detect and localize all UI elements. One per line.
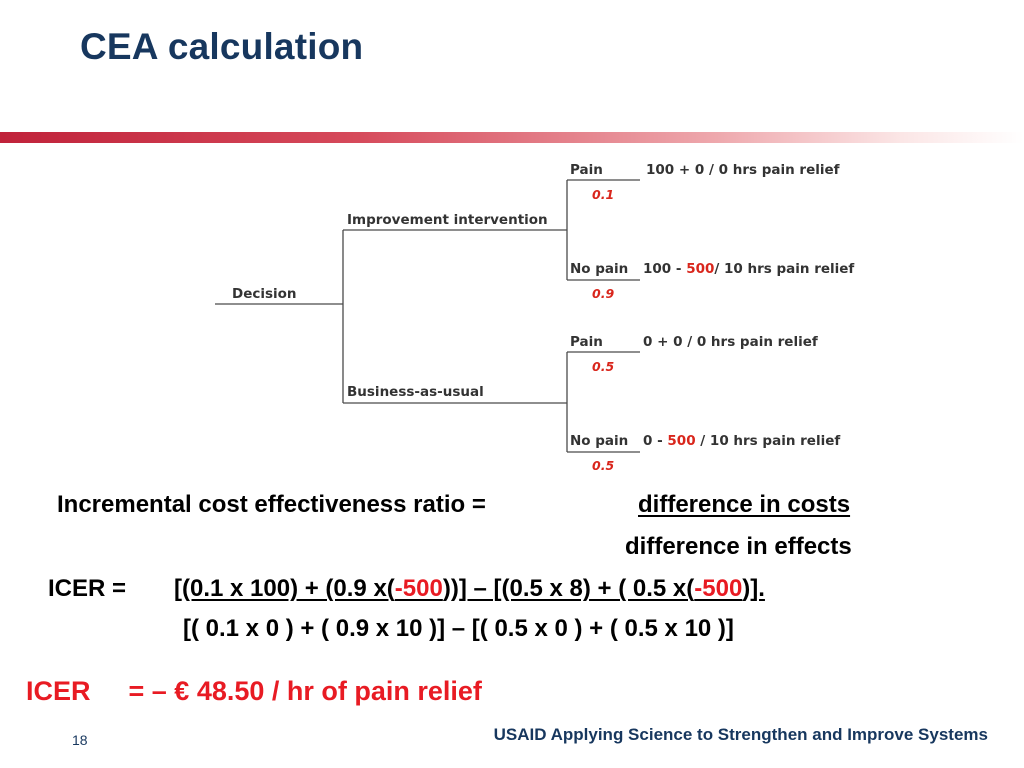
outcome-value-improvement-pain: 100 + 0 / 0 hrs pain relief: [646, 162, 840, 178]
outcome-value-improvement-no-pain: 100 - 500/ 10 hrs pain relief: [643, 261, 854, 277]
icer-result-value: = – € 48.50 / hr of pain relief: [128, 676, 482, 706]
outcome-label-improvement-pain: Pain: [570, 162, 603, 178]
outcome-prob-improvement-pain: 0.1: [592, 187, 614, 202]
outcome-value-business-no-pain: 0 - 500 / 10 hrs pain relief: [643, 433, 840, 449]
branch-label-improvement: Improvement intervention: [347, 212, 548, 228]
formula-lhs: Incremental cost effectiveness ratio =: [57, 491, 486, 518]
icer-denominator: [( 0.1 x 0 ) + ( 0.9 x 10 )] – [( 0.5 x …: [183, 615, 734, 642]
outcome-value-business-pain: 0 + 0 / 0 hrs pain relief: [643, 334, 818, 350]
formula-denominator: difference in effects: [625, 533, 852, 560]
outcome-label-business-no-pain: No pain: [570, 433, 628, 449]
icer-result-label: ICER: [26, 676, 91, 706]
outcome-prob-improvement-no-pain: 0.9: [592, 286, 614, 301]
page-number: 18: [72, 732, 88, 748]
outcome-prob-business-pain: 0.5: [592, 359, 614, 374]
branch-label-business: Business-as-usual: [347, 384, 484, 400]
formula-numerator: difference in costs: [638, 491, 851, 518]
tree-root-label: Decision: [232, 286, 297, 302]
icer-numerator: [(0.1 x 100) + (0.9 x(-500))] – [(0.5 x …: [174, 575, 765, 602]
icer-label: ICER =: [48, 575, 127, 602]
outcome-label-business-pain: Pain: [570, 334, 603, 350]
header-divider: [0, 132, 1024, 143]
decision-tree: Decision Improvement intervention Pain 0…: [215, 162, 854, 473]
footer-organization: USAID Applying Science to Strengthen and…: [493, 725, 988, 744]
outcome-prob-business-no-pain: 0.5: [592, 458, 614, 473]
outcome-label-improvement-no-pain: No pain: [570, 261, 628, 277]
icer-result: ICER = – € 48.50 / hr of pain relief: [26, 676, 482, 707]
slide-title: CEA calculation: [80, 26, 364, 67]
